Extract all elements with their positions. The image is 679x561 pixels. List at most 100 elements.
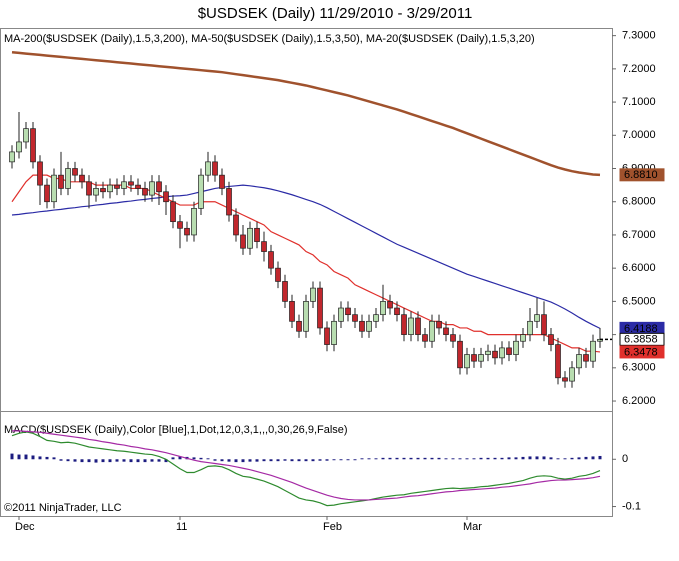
price-box-label: 6.3478 [624,346,658,358]
price-box-label: 6.3858 [624,334,658,346]
candle-body [149,181,155,196]
candle-body [240,234,246,249]
price-box [619,345,665,359]
candle-body [464,354,470,369]
candle-body [261,241,267,252]
candle-body [275,267,281,282]
candle-body [338,307,344,322]
histogram-bar [556,458,560,460]
line [11,431,601,507]
candle-body [492,350,498,359]
histogram-bar [465,458,469,460]
candle-body [527,320,533,335]
candle-body [23,128,29,143]
histogram-bar [423,457,427,460]
histogram-bar [353,459,357,461]
histogram-bar [493,457,497,460]
candle-body [359,320,365,332]
histogram-bar [388,457,392,460]
candle-body [247,227,253,249]
histogram-bar [360,458,364,460]
candle-body [429,320,435,342]
histogram-bar [381,457,385,460]
histogram-bar [304,459,308,462]
histogram-bar [514,457,518,460]
candle-body [100,188,106,193]
candle-body [268,251,274,269]
candle-body [9,151,15,163]
histogram-bar [108,459,112,463]
x-tick-label: Mar [463,521,482,533]
histogram-bar [402,457,406,460]
histogram-bar [45,456,49,460]
histogram-bar [395,457,399,460]
histogram-bar [24,454,28,460]
chart-title: $USDSEK (Daily) 11/29/2010 - 3/29/2011 [198,5,473,22]
histogram-bar [451,458,455,460]
y-tick-label: 0 [622,453,628,465]
candle-body [520,334,526,342]
histogram-bar [598,455,602,460]
histogram-bar [444,458,448,460]
histogram-bar [80,459,84,463]
candle-body [555,344,561,379]
histogram-bar [416,457,420,460]
histogram-bar [458,458,462,460]
histogram-bar [563,458,567,460]
histogram-bar [528,456,532,460]
histogram-bar [150,459,154,462]
price-box-label: 6.4188 [624,323,658,335]
candle-body [310,287,316,302]
candle-body [450,334,456,342]
histogram-bar [332,459,336,461]
macd-label: MACD($USDSEK (Daily),Color [Blue],1,Dot,… [4,424,348,436]
candle-body [562,377,568,382]
histogram-bar [584,456,588,460]
histogram-bar [115,459,119,462]
histogram-bar [479,457,483,460]
candle-body [114,184,120,189]
histogram-bar [220,459,224,462]
candle-body [163,191,169,203]
x-tick-label: Feb [323,521,342,533]
histogram-bar [73,459,77,462]
candle-body [401,314,407,335]
legend: MA-200($USDSEK (Daily),1.5,3,200), MA-50… [4,33,535,45]
histogram-bar [206,458,210,460]
histogram-bar [521,456,525,460]
candle-body [534,314,540,322]
plot-frame [0,28,613,517]
histogram-bar [192,457,196,460]
histogram-bar [535,456,539,460]
y-tick-label: 6.7000 [622,229,656,241]
candle-body [72,168,78,176]
histogram-bar [346,459,350,461]
histogram-bar [283,459,287,461]
histogram-bar [227,459,231,462]
candle-body [184,227,190,236]
histogram-bar [59,459,63,461]
histogram-bar [311,459,315,462]
candle-body [289,301,295,322]
histogram-bar [570,457,574,460]
histogram-bar [507,457,511,460]
histogram-bar [591,456,595,460]
candle-body [121,181,127,189]
histogram-bar [17,454,21,460]
candle-body [135,184,141,189]
y-tick-label: 6.8000 [622,196,656,208]
candle-body [317,287,323,329]
histogram-bar [31,455,35,460]
candle-body [380,301,386,316]
candle-body [58,174,64,189]
candle-body [471,354,477,362]
candle-body [513,340,519,355]
y-tick-label: 6.3000 [622,362,656,374]
histogram-bar [66,459,70,462]
histogram-bar [129,459,133,463]
histogram-bar [143,459,147,463]
histogram-bar [136,459,140,463]
candle-body [170,201,176,223]
candle-body [107,184,113,193]
